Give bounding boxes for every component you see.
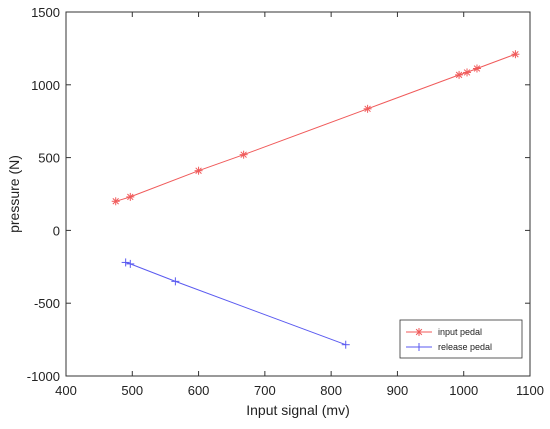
data-point xyxy=(511,50,520,59)
legend-item: input pedal xyxy=(406,327,482,337)
data-point xyxy=(194,166,203,175)
series-input-pedal xyxy=(111,50,520,206)
data-point xyxy=(463,68,472,77)
x-tick-label: 400 xyxy=(55,383,77,398)
data-point xyxy=(415,343,423,351)
plot-frame xyxy=(65,11,531,377)
x-axis: 400 500 600 700 800 900 1000 1100 xyxy=(55,12,544,398)
x-tick-label: 700 xyxy=(254,383,276,398)
data-point xyxy=(415,328,423,336)
x-tick-label: 900 xyxy=(387,383,409,398)
x-tick-label: 500 xyxy=(121,383,143,398)
y-tick-label: 1000 xyxy=(31,78,60,93)
series-layer xyxy=(111,50,520,349)
x-tick-label: 1000 xyxy=(449,383,478,398)
data-point xyxy=(121,258,130,267)
legend-item: release pedal xyxy=(406,342,492,352)
data-point xyxy=(126,192,135,201)
x-tick-label: 600 xyxy=(188,383,210,398)
y-axis-label: pressure (N) xyxy=(6,155,22,233)
data-point xyxy=(171,277,180,286)
y-tick-label: -1000 xyxy=(27,369,60,384)
y-tick-label: 500 xyxy=(38,151,60,166)
y-tick-label: 0 xyxy=(53,223,60,238)
series-line xyxy=(125,261,346,346)
legend-label: input pedal xyxy=(438,327,482,337)
data-point xyxy=(126,259,135,268)
y-tick-label: -500 xyxy=(34,296,60,311)
data-point xyxy=(111,197,120,206)
legend-box xyxy=(399,319,523,359)
series-line xyxy=(115,53,516,202)
legend: input pedal release pedal xyxy=(399,319,523,359)
series-release-pedal xyxy=(121,258,350,349)
data-point xyxy=(341,340,350,349)
data-point xyxy=(472,64,481,73)
y-axis: -1000 -500 0 500 1000 1500 xyxy=(27,5,530,384)
x-tick-label: 800 xyxy=(320,383,342,398)
data-point xyxy=(455,70,464,79)
data-point xyxy=(363,104,372,113)
x-tick-label: 1100 xyxy=(516,383,544,398)
legend-label: release pedal xyxy=(438,342,492,352)
y-tick-label: 1500 xyxy=(31,5,60,20)
data-point xyxy=(239,150,248,159)
x-axis-label: Input signal (mv) xyxy=(246,402,349,418)
